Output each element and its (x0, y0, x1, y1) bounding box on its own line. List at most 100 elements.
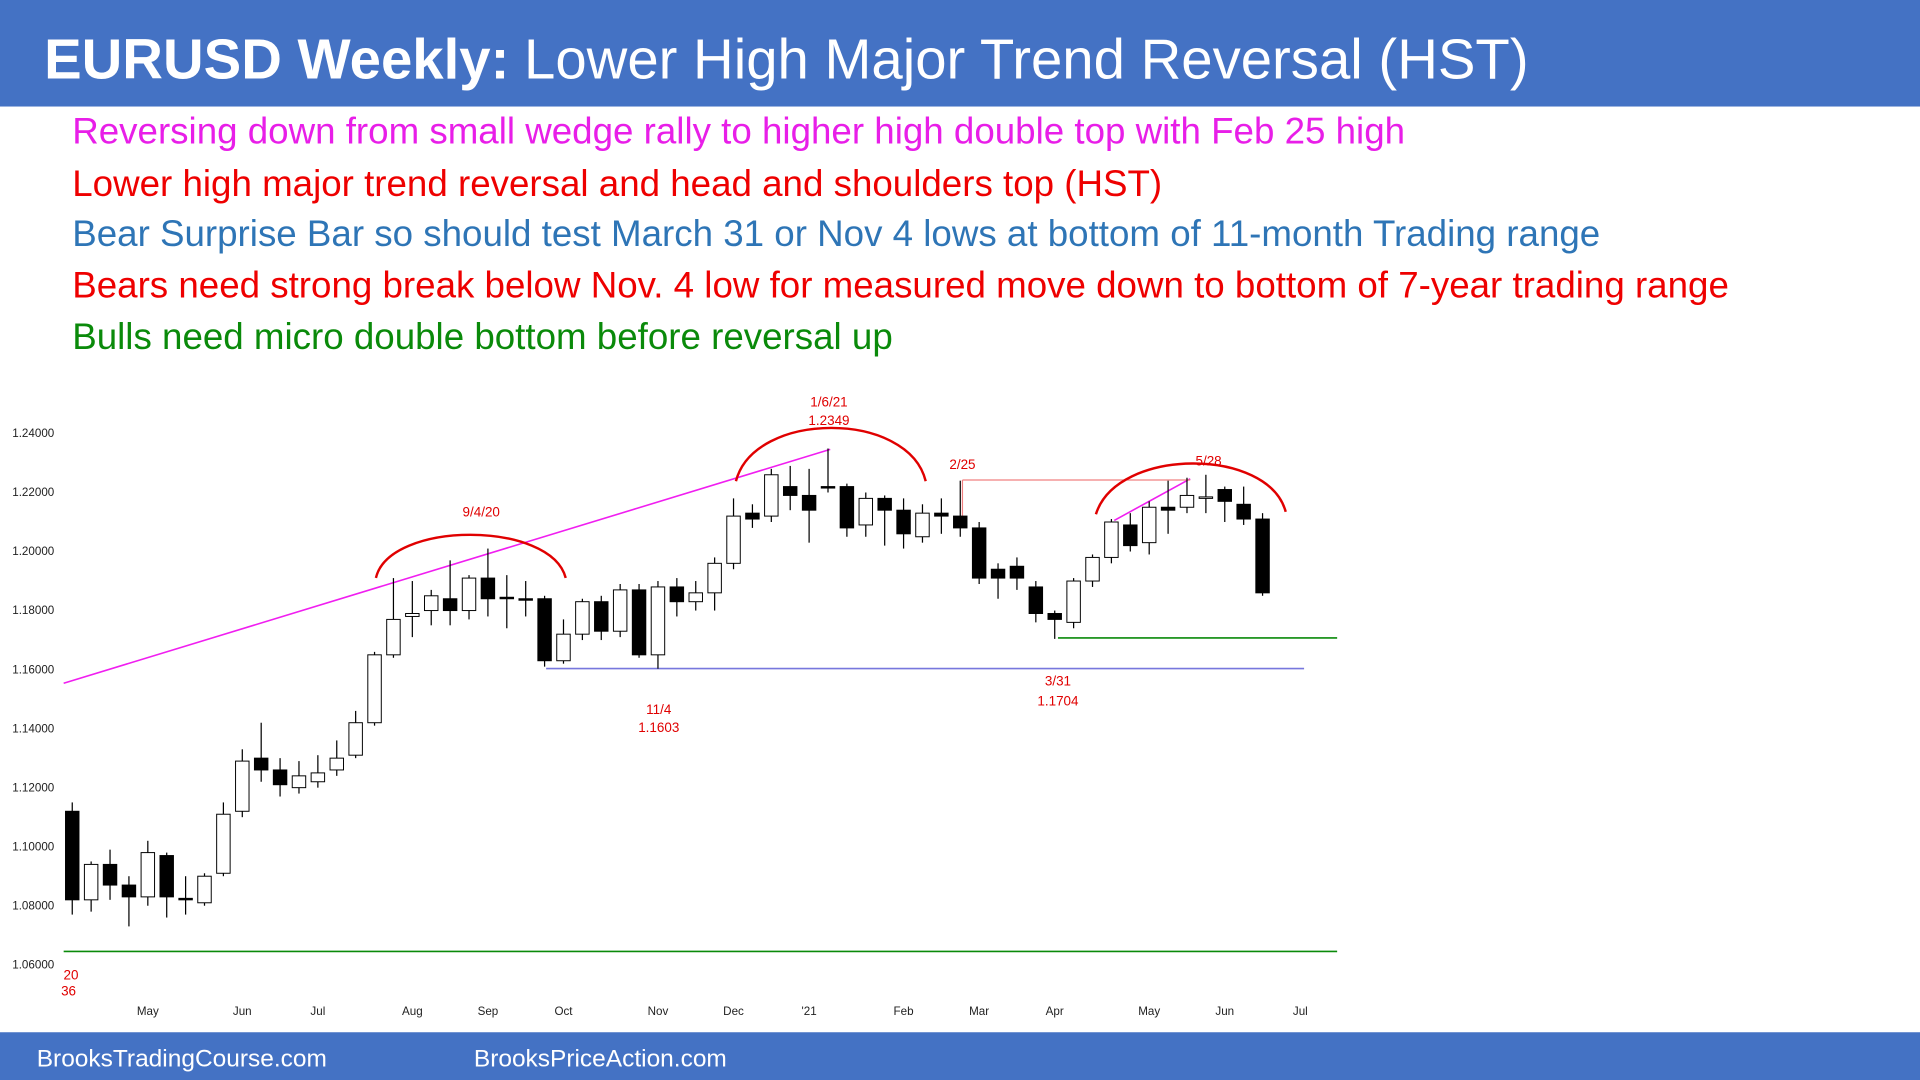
candle-body (235, 760, 250, 812)
candle-body (745, 512, 760, 520)
head-arc (734, 426, 927, 482)
candle-body (499, 596, 515, 600)
candle-body (102, 863, 118, 886)
candle-body (631, 589, 647, 656)
candle-body (442, 598, 458, 612)
shoulder-arc (374, 533, 567, 579)
candle-body (594, 601, 609, 632)
drawings (63, 426, 1338, 953)
x-tick-label: Jun (1215, 1005, 1234, 1018)
slide-title: EURUSD Weekly: Lower High Major Trend Rev… (44, 27, 1529, 90)
candle-body (971, 527, 987, 579)
x-tick-label: Mar (969, 1005, 989, 1018)
candle-body (461, 577, 477, 612)
candle-body (915, 512, 930, 538)
x-tick-label: Apr (1046, 1005, 1064, 1018)
y-tick-label: 1.08000 (12, 899, 55, 912)
candle-body (1028, 586, 1044, 614)
x-tick-label: Jun (233, 1005, 252, 1018)
y-tick-label: 1.18000 (12, 604, 55, 617)
candle-body (1104, 521, 1119, 558)
y-tick-label: 1.10000 (12, 840, 55, 853)
candle-body (216, 813, 231, 874)
candle-body (764, 474, 779, 517)
candle-body (1217, 489, 1232, 502)
annotation: 20 (64, 968, 79, 983)
candle-body (159, 855, 174, 898)
x-tick-label: Jul (1293, 1005, 1308, 1018)
candle-body (1085, 556, 1100, 582)
candle-body (1009, 565, 1025, 579)
candle-body (272, 769, 288, 786)
candle-body (197, 875, 212, 904)
candle-body (537, 598, 552, 662)
candle-body (1123, 524, 1138, 547)
trend-line (63, 448, 831, 685)
candle-body (934, 512, 949, 517)
annotation: 1.1603 (638, 720, 679, 735)
candle-body (1066, 580, 1081, 623)
y-tick-label: 1.14000 (12, 722, 55, 735)
annotation: 1/6/21 (810, 395, 847, 410)
candle-body (424, 595, 439, 612)
candle-body (820, 486, 836, 489)
bullet-text: Bears need strong break below Nov. 4 low… (72, 265, 1729, 306)
candle-body (1198, 496, 1214, 499)
candle-body (726, 515, 741, 564)
annotation: 9/4/20 (463, 505, 500, 520)
candle-body (329, 757, 344, 771)
y-tick-label: 1.06000 (12, 958, 55, 971)
candle-body (65, 810, 80, 901)
x-tick-label: Aug (402, 1005, 423, 1018)
annotation: 2/25 (949, 457, 975, 472)
title-bold: EURUSD Weekly: (44, 27, 509, 90)
annotation: 1.1704 (1037, 693, 1079, 708)
x-tick-label: Dec (723, 1005, 744, 1018)
candle-body (178, 897, 193, 901)
candle-body (707, 562, 722, 594)
header-bar (0, 0, 1920, 107)
candle-body (1141, 506, 1157, 544)
candle-body (518, 598, 533, 601)
y-tick-label: 1.16000 (12, 663, 55, 676)
bullet-text: Bulls need micro double bottom before re… (72, 316, 893, 357)
annotation: 3/31 (1045, 674, 1071, 689)
wedge-line (1113, 478, 1191, 522)
candle-body (650, 586, 666, 656)
y-tick-label: 1.12000 (12, 781, 55, 794)
y-tick-label: 1.22000 (12, 486, 55, 499)
x-tick-label: Feb (894, 1005, 914, 1018)
candle-body (1236, 503, 1251, 520)
candle-body (1160, 506, 1176, 511)
candle-body (253, 757, 269, 771)
candle-body (480, 577, 496, 600)
candle-body (310, 772, 326, 783)
candle-body (858, 497, 874, 526)
y-tick-label: 1.20000 (12, 545, 55, 558)
candle-body (386, 618, 401, 656)
candle-body (801, 494, 817, 511)
bullet-text: Bear Surprise Bar so should test March 3… (72, 213, 1600, 254)
candle-body (1179, 494, 1195, 508)
annotation: 11/4 (646, 702, 672, 717)
candle-body (612, 589, 628, 632)
candle-body (782, 486, 798, 496)
title-rest: Lower High Major Trend Reversal (HST) (524, 27, 1529, 90)
candle-body (877, 497, 892, 511)
candle-body (688, 592, 703, 603)
candle-body (367, 654, 382, 724)
x-tick-label: Oct (554, 1005, 573, 1018)
candle-body (291, 775, 307, 789)
annotation: 1.2349 (808, 413, 849, 428)
bullet-text: Reversing down from small wedge rally to… (72, 110, 1405, 151)
x-tick-label: Jul (310, 1005, 325, 1018)
bullet-text: Lower high major trend reversal and head… (72, 163, 1162, 204)
candle-body (83, 863, 99, 901)
candle-body (896, 509, 911, 535)
candle-body (556, 633, 571, 662)
x-tick-label: May (1138, 1005, 1160, 1018)
x-tick-label: May (137, 1005, 159, 1018)
plot: 1.06000 1.08000 1.10000 1.12000 1.14000 1.160… (12, 427, 1308, 1018)
candle-body (140, 852, 156, 898)
